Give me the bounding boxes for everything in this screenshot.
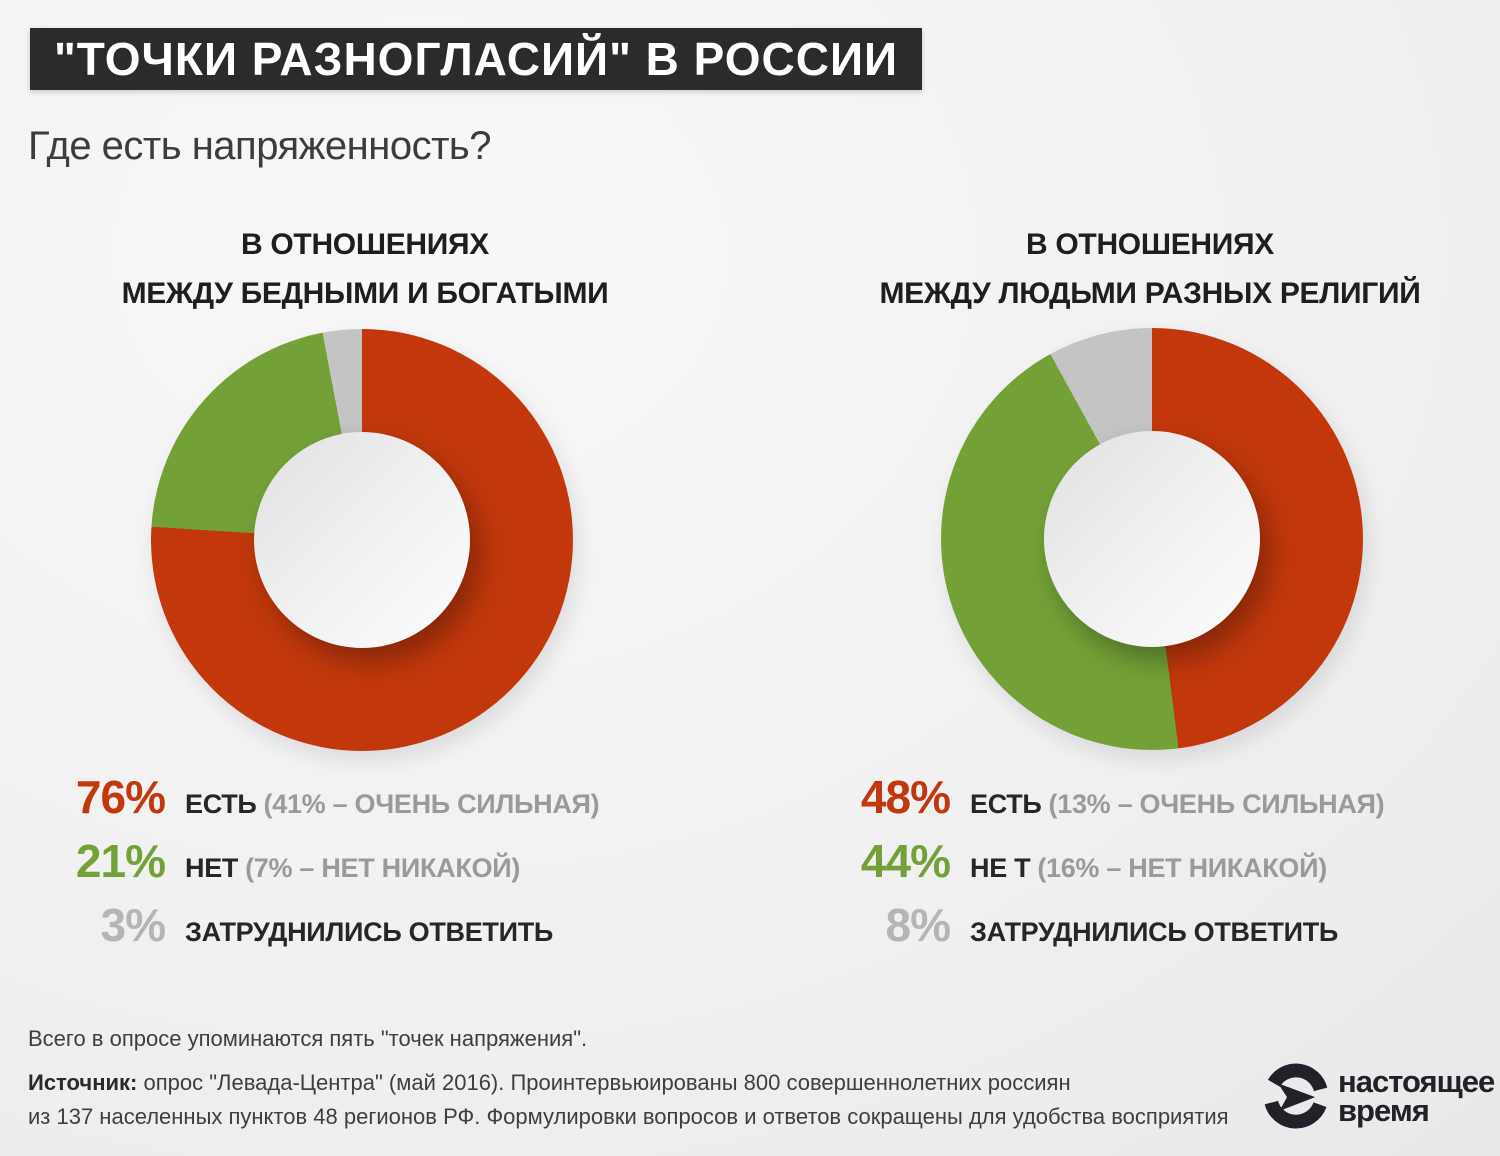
chart-heading-line1: В ОТНОШЕНИЯХ [240,228,490,261]
footer-source: Источник: опрос "Левада-Центра" (май 201… [28,1066,1229,1134]
legend-row: 21% НЕТ (7% – НЕТ НИКАКОЙ) [30,834,599,898]
legend-value: 76% [75,771,166,823]
legend-note: (13% – ОЧЕНЬ СИЛЬНАЯ) [1048,789,1385,819]
legend-label-group: ЗАТРУДНИЛИСЬ ОТВЕТИТЬ [185,917,553,948]
legend-label-group: НЕТ (7% – НЕТ НИКАКОЙ) [185,853,520,884]
legend-row: 76% ЕСТЬ (41% – ОЧЕНЬ СИЛЬНАЯ) [30,770,600,834]
donut-hole [1044,431,1260,647]
footer-source-text1: опрос "Левада-Центра" (май 2016). Проинт… [143,1070,1071,1095]
legend-row: 48% ЕСТЬ (13% – ОЧЕНЬ СИЛЬНАЯ) [810,770,1385,834]
chart-heading-line2: МЕЖДУ ЛЮДЬМИ РАЗНЫХ РЕЛИГИЙ [879,277,1421,310]
logo-line1: настоящее [1338,1064,1495,1099]
title-bar: "ТОЧКИ РАЗНОГЛАСИЙ" В РОССИИ [30,28,923,90]
logo-text: настоящее время [1338,1064,1495,1128]
footer-source-text2: из 137 населенных пунктов 48 регионов РФ… [28,1104,1229,1129]
subtitle: Где есть напряженность? [28,124,492,168]
donut-chart-poor-rich [151,329,573,751]
legend-label-group: НЕ Т (16% – НЕТ НИКАКОЙ) [970,853,1327,884]
legend-label: НЕТ [185,853,239,883]
legend-value: 21% [75,835,166,887]
chart-heading-religions: В ОТНОШЕНИЯХ МЕЖДУ ЛЮДЬМИ РАЗНЫХ РЕЛИГИЙ [840,220,1460,318]
footer-source-label: Источник: [28,1070,138,1095]
legend-note: (7% – НЕТ НИКАКОЙ) [245,853,521,883]
legend-value: 3% [100,899,166,951]
logo-line2: время [1338,1093,1430,1128]
legend-note: (41% – ОЧЕНЬ СИЛЬНАЯ) [263,789,600,819]
legend-poor-rich: 76% ЕСТЬ (41% – ОЧЕНЬ СИЛЬНАЯ) 21% НЕТ (7%… [30,770,600,962]
donut-hole [254,432,470,648]
legend-row: 3% ЗАТРУДНИЛИСЬ ОТВЕТИТЬ [30,898,599,962]
legend-value: 8% [885,899,951,951]
footer-note: Всего в опросе упоминаются пять "точек н… [28,1026,588,1051]
legend-label: ЗАТРУДНИЛИСЬ ОТВЕТИТЬ [970,917,1339,947]
legend-value: 44% [860,835,951,887]
logo-current-time: настоящее время [1262,1062,1495,1130]
legend-row: 44% НЕ Т (16% – НЕТ НИКАКОЙ) [810,834,1384,898]
legend-row: 8% ЗАТРУДНИЛИСЬ ОТВЕТИТЬ [810,898,1384,962]
legend-label-group: ЕСТЬ (41% – ОЧЕНЬ СИЛЬНАЯ) [185,789,600,820]
chart-heading-line2: МЕЖДУ БЕДНЫМИ И БОГАТЫМИ [121,277,609,310]
legend-label: ЕСТЬ [185,789,257,819]
legend-religions: 48% ЕСТЬ (13% – ОЧЕНЬ СИЛЬНАЯ) 44% НЕ Т (1… [810,770,1385,962]
donut-chart-religions [941,328,1363,750]
legend-label: ЗАТРУДНИЛИСЬ ОТВЕТИТЬ [185,917,554,947]
legend-label-group: ЗАТРУДНИЛИСЬ ОТВЕТИТЬ [970,917,1338,948]
chart-heading-poor-rich: В ОТНОШЕНИЯХ МЕЖДУ БЕДНЫМИ И БОГАТЫМИ [55,220,675,318]
legend-label: НЕ Т [970,853,1031,883]
legend-label: ЕСТЬ [970,789,1042,819]
legend-label-group: ЕСТЬ (13% – ОЧЕНЬ СИЛЬНАЯ) [970,789,1385,820]
legend-note: (16% – НЕТ НИКАКОЙ) [1037,853,1327,883]
chart-heading-line1: В ОТНОШЕНИЯХ [1025,228,1275,261]
legend-value: 48% [860,771,951,823]
current-time-logo-icon [1264,1063,1328,1129]
page-title: "ТОЧКИ РАЗНОГЛАСИЙ" В РОССИИ [54,33,899,85]
